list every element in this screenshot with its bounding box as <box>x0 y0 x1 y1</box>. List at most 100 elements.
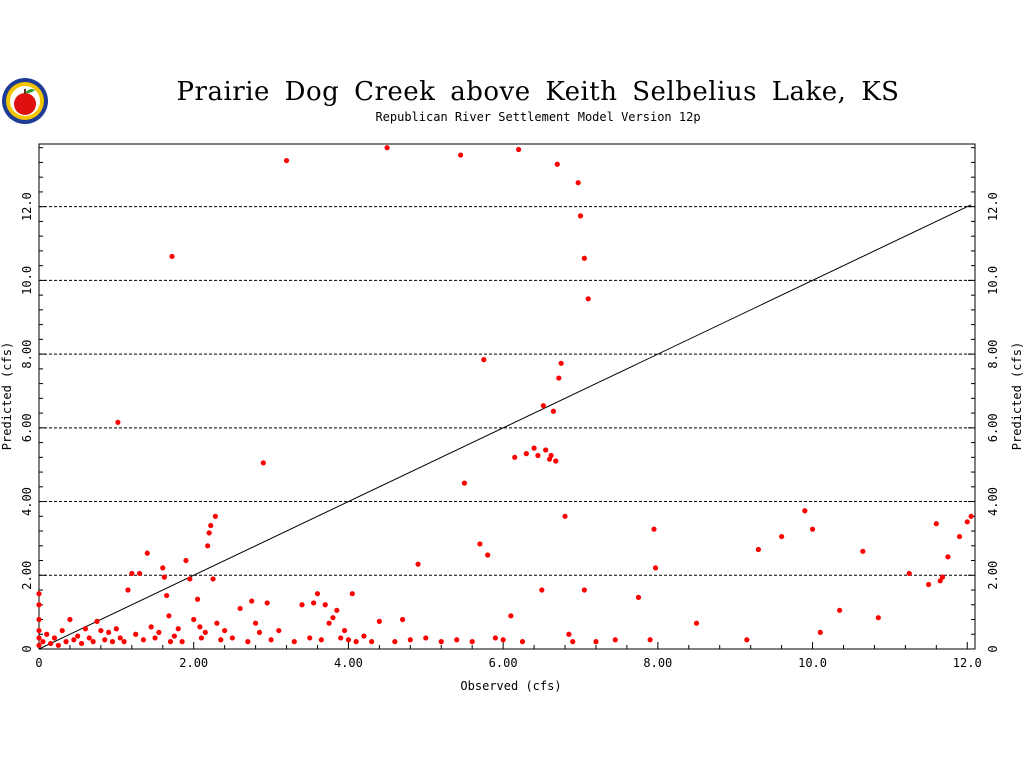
data-point <box>535 452 541 459</box>
data-point <box>205 543 211 549</box>
data-point <box>562 513 568 519</box>
data-point <box>516 146 522 153</box>
data-point <box>415 561 421 567</box>
chart-title: Prairie Dog Creek above Keith Selbelius … <box>177 77 900 107</box>
data-point <box>164 592 170 599</box>
data-point <box>252 620 259 626</box>
data-point <box>109 639 116 645</box>
data-point <box>369 639 375 645</box>
data-point <box>837 607 843 613</box>
x-tick-label: 4.00 <box>334 656 363 670</box>
data-point <box>581 587 587 593</box>
data-point <box>115 419 121 425</box>
data-point <box>98 627 104 634</box>
data-point <box>148 624 154 630</box>
data-point <box>191 616 197 623</box>
data-point <box>353 639 359 645</box>
data-point <box>392 639 398 645</box>
data-point <box>175 626 181 632</box>
data-point <box>90 639 96 645</box>
data-point <box>133 631 139 637</box>
data-point <box>399 616 406 623</box>
data-point <box>264 600 270 606</box>
grid-lines <box>39 206 975 576</box>
data-point <box>214 620 220 626</box>
data-point <box>349 591 355 597</box>
data-point <box>550 408 557 414</box>
data-points <box>36 145 974 648</box>
y-tick-label-right: 12.0 <box>986 192 1000 221</box>
data-point <box>245 639 251 645</box>
data-point <box>106 629 112 636</box>
x-tick-label: 10.0 <box>798 656 827 670</box>
data-point <box>78 640 85 647</box>
data-point <box>166 613 172 619</box>
data-point <box>802 508 808 514</box>
data-point <box>36 616 42 623</box>
data-point <box>125 587 131 593</box>
data-point <box>817 629 823 636</box>
data-point <box>202 629 208 636</box>
data-point <box>566 631 572 637</box>
data-point <box>376 618 382 624</box>
data-point <box>461 480 468 486</box>
data-point <box>256 629 263 636</box>
x-tick-label: 8.00 <box>643 656 672 670</box>
data-point <box>197 624 203 630</box>
data-point <box>554 161 560 167</box>
data-point <box>152 635 158 641</box>
y-tick-label-right: 4.00 <box>986 487 1000 516</box>
data-point <box>755 546 762 553</box>
data-point <box>652 565 659 571</box>
data-point <box>208 522 214 529</box>
data-point <box>113 626 119 632</box>
data-point <box>36 591 42 597</box>
data-point <box>299 602 305 608</box>
data-point <box>156 629 162 636</box>
data-point <box>167 639 174 645</box>
data-point <box>210 576 216 582</box>
data-point <box>779 533 785 540</box>
data-point <box>512 454 518 460</box>
data-point <box>939 574 946 580</box>
data-point <box>169 253 175 260</box>
data-point <box>693 620 700 626</box>
data-point <box>548 452 554 459</box>
data-point <box>345 637 352 643</box>
y-tick-label-left: 10.0 <box>20 266 34 295</box>
data-point <box>875 615 881 621</box>
data-point <box>581 255 587 261</box>
data-point <box>187 576 193 582</box>
data-point <box>161 574 167 580</box>
data-point <box>82 626 89 632</box>
data-point <box>291 639 297 645</box>
data-point <box>179 639 185 645</box>
data-point <box>36 635 42 641</box>
data-point <box>67 616 73 623</box>
y-tick-label-right: 6.00 <box>986 413 1000 442</box>
data-point <box>194 596 201 602</box>
data-point <box>477 541 483 547</box>
data-point <box>523 451 529 457</box>
x-tick-label: 0 <box>35 656 42 670</box>
data-point <box>160 565 166 571</box>
data-point <box>237 605 243 612</box>
data-point <box>519 639 526 645</box>
y-tick-label-left: 6.00 <box>20 413 34 442</box>
y-tick-label-right: 8.00 <box>986 340 1000 369</box>
data-point <box>36 627 42 634</box>
data-point <box>198 635 205 641</box>
data-point <box>457 152 464 158</box>
data-point <box>338 635 344 641</box>
data-point <box>94 618 100 624</box>
data-point <box>75 633 81 639</box>
data-point <box>860 548 866 554</box>
data-point <box>635 594 642 600</box>
data-point <box>531 445 537 451</box>
data-point <box>593 639 599 645</box>
data-point <box>485 552 491 558</box>
data-point <box>454 637 460 643</box>
data-point <box>539 587 545 593</box>
data-point <box>314 591 321 597</box>
y-tick-label-right: 10.0 <box>986 266 1000 295</box>
